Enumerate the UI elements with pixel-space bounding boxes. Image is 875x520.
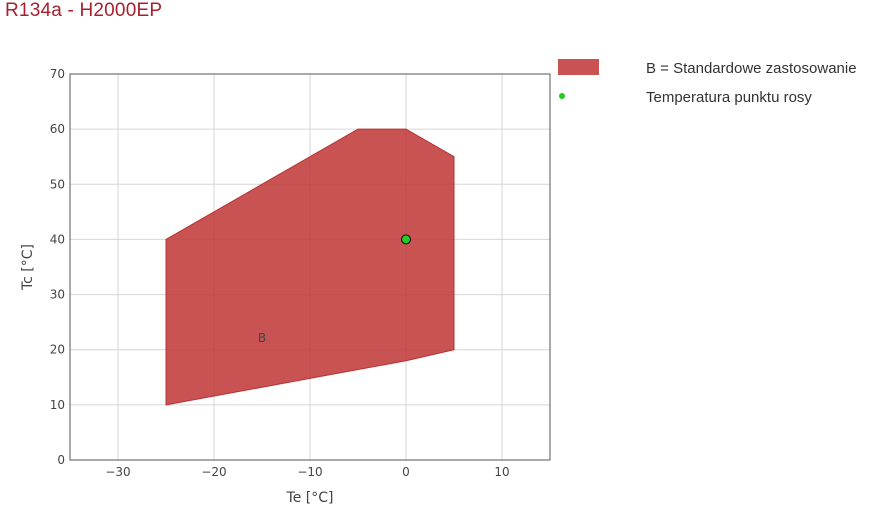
y-tick-label: 60 (50, 122, 65, 136)
region-label: B (258, 331, 266, 345)
legend[interactable]: B = Standardowe zastosowanie Temperatura … (558, 59, 857, 106)
y-tick-label: 10 (50, 398, 65, 412)
x-tick-label: −10 (297, 465, 322, 479)
dew-point-marker[interactable] (400, 234, 412, 245)
axes: −30 −20 −10 0 10 0 10 20 30 40 50 60 70 Te [°C] Tc [°C… (20, 67, 551, 506)
y-tick-label: 20 (50, 343, 65, 357)
x-axis-title: Te [°C] (286, 490, 334, 506)
data-points (400, 234, 412, 245)
y-tick-label: 70 (50, 67, 65, 81)
legend-item-region-b[interactable]: B = Standardowe zastosowanie (558, 59, 857, 77)
plot-area: B (165, 128, 455, 406)
legend-item-dew-point[interactable]: Temperatura punktu rosy (559, 89, 812, 106)
plot-frame (69, 73, 551, 461)
y-tick-label: 30 (50, 288, 65, 302)
legend-label-region: B = Standardowe zastosowanie (646, 60, 857, 77)
x-tick-label: −30 (105, 465, 130, 479)
y-tick-label: 40 (50, 232, 65, 246)
x-tick-label: −20 (201, 465, 226, 479)
y-tick-label: 0 (57, 453, 65, 467)
x-tick-label: 10 (494, 465, 509, 479)
chart-title: R134a - H2000EP (5, 0, 163, 21)
legend-swatch-region (558, 59, 599, 75)
y-tick-label: 50 (50, 177, 65, 191)
legend-swatch-dew-point (559, 93, 565, 99)
y-axis-title: Tc [°C] (20, 244, 36, 291)
x-tick-label: 0 (402, 465, 410, 479)
legend-label-dew-point: Temperatura punktu rosy (646, 89, 812, 106)
region-b-polygon[interactable] (165, 128, 455, 406)
